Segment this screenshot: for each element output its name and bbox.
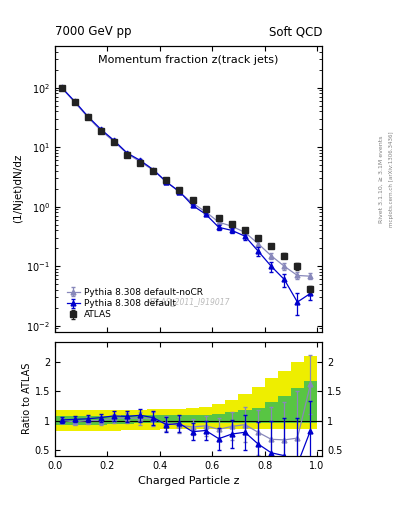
Text: 7000 GeV pp: 7000 GeV pp (55, 26, 132, 38)
Text: Soft QCD: Soft QCD (269, 26, 322, 38)
Text: Momentum fraction z(track jets): Momentum fraction z(track jets) (99, 55, 279, 65)
Y-axis label: Ratio to ATLAS: Ratio to ATLAS (22, 363, 32, 434)
Text: Rivet 3.1.10, ≥ 3.1M events: Rivet 3.1.10, ≥ 3.1M events (379, 136, 384, 223)
Legend: Pythia 8.308 default-noCR, Pythia 8.308 default, ATLAS: Pythia 8.308 default-noCR, Pythia 8.308 … (65, 286, 205, 322)
Text: mcplots.cern.ch [arXiv:1306.3436]: mcplots.cern.ch [arXiv:1306.3436] (389, 132, 393, 227)
Y-axis label: (1/Njet)dN/dz: (1/Njet)dN/dz (13, 154, 24, 223)
X-axis label: Charged Particle z: Charged Particle z (138, 476, 239, 486)
Text: ATLAS_2011_I919017: ATLAS_2011_I919017 (147, 297, 230, 306)
